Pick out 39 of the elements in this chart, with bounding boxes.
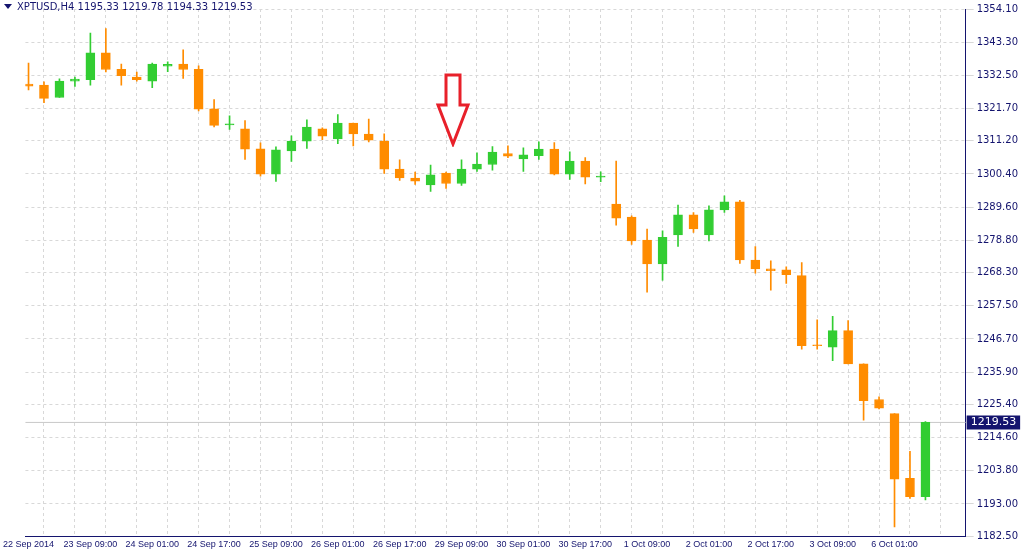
y-tick-label: 1278.80 — [976, 233, 1019, 245]
y-tick-label: 1246.70 — [976, 332, 1019, 344]
x-tick-label: 1 Oct 09:00 — [623, 539, 671, 550]
y-tick-label: 1182.50 — [976, 529, 1019, 541]
y-tick-label: 1225.40 — [976, 397, 1019, 409]
x-tick-label: 30 Sep 01:00 — [496, 539, 551, 550]
chart-title: XPTUSD,H4 1195.33 1219.78 1194.33 1219.53 — [17, 1, 253, 12]
y-tick-label: 1193.00 — [976, 497, 1019, 509]
y-tick-label: 1214.60 — [976, 431, 1019, 443]
ref-line-label: 1219.53 — [970, 415, 1017, 429]
y-tick-label: 1235.90 — [976, 365, 1019, 377]
x-tick-label: 6 Oct 01:00 — [871, 539, 918, 550]
y-tick-label: 1289.60 — [976, 200, 1019, 212]
candlestick — [178, 49, 188, 79]
y-tick-label: 1354.10 — [976, 2, 1019, 14]
candlestick — [162, 61, 173, 72]
x-tick-label: 23 Sep 09:00 — [63, 539, 118, 550]
y-tick-label: 1311.20 — [976, 134, 1019, 146]
candlestick — [611, 160, 621, 226]
x-tick-label: 22 Sep 2014 — [3, 539, 55, 550]
x-tick-label: 29 Sep 09:00 — [434, 539, 489, 550]
y-tick-label: 1268.30 — [976, 266, 1019, 278]
x-tick-label: 25 Sep 09:00 — [249, 539, 303, 550]
y-tick-label: 1300.40 — [976, 167, 1019, 179]
candlestick — [595, 171, 606, 182]
x-tick-label: 2 Oct 17:00 — [747, 539, 795, 550]
y-tick-label: 1203.80 — [976, 464, 1019, 476]
candlestick — [812, 319, 823, 350]
y-tick-label: 1343.30 — [976, 35, 1019, 47]
x-tick-label: 24 Sep 17:00 — [187, 539, 241, 550]
x-tick-label: 30 Sep 17:00 — [558, 539, 613, 550]
y-tick-label: 1332.50 — [976, 68, 1019, 80]
y-tick-label: 1257.50 — [976, 299, 1019, 311]
y-tick-label: 1321.70 — [976, 102, 1019, 114]
x-tick-label: 26 Sep 17:00 — [372, 539, 427, 550]
x-tick-label: 3 Oct 09:00 — [809, 539, 856, 550]
x-tick-label: 24 Sep 01:00 — [125, 539, 180, 550]
x-tick-label: 26 Sep 01:00 — [311, 539, 365, 550]
x-tick-label: 2 Oct 01:00 — [685, 539, 733, 550]
